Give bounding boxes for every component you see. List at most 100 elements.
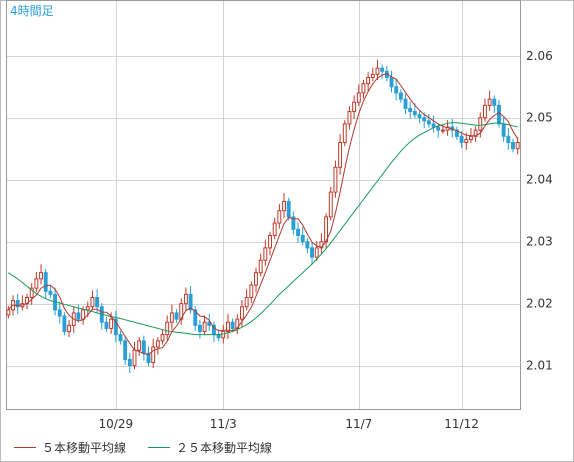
candle-down [436, 126, 441, 131]
candle-down [412, 111, 417, 116]
y-tick-label: 2.04 [526, 173, 553, 187]
candle-up [282, 200, 286, 212]
candle-down [291, 216, 296, 230]
candle-up [155, 340, 160, 348]
candles [6, 59, 520, 374]
candle-down [193, 309, 198, 326]
candle-down [310, 247, 315, 258]
candle-up [515, 142, 520, 150]
candle-up [375, 67, 380, 75]
candle-up [39, 272, 43, 280]
candle-down [15, 300, 20, 308]
candle-up [34, 278, 39, 289]
candle-down [104, 321, 109, 329]
candle-up [85, 306, 90, 311]
candle-down [216, 334, 221, 339]
candle-down [113, 318, 118, 336]
candle-down [300, 234, 305, 243]
candle-up [249, 284, 254, 298]
candle-down [459, 135, 464, 144]
moving-averages [7, 73, 519, 356]
candle-down [230, 321, 235, 329]
candle-up [272, 222, 277, 236]
candle-up [347, 111, 352, 125]
candle-up [464, 138, 469, 144]
candle-up [235, 318, 240, 329]
candle-down [403, 98, 408, 109]
candle-up [254, 272, 258, 286]
y-tick-label: 2.01 [526, 359, 553, 373]
candle-up [244, 296, 249, 308]
candle-up [90, 296, 95, 308]
candle-down [417, 114, 422, 119]
ma5-line [7, 73, 519, 356]
candle-up [109, 318, 114, 329]
candle-up [328, 191, 333, 218]
candle-up [132, 349, 137, 367]
candle-up [370, 73, 375, 78]
candle-up [263, 247, 268, 261]
candle-up [29, 287, 34, 298]
candle-down [43, 272, 48, 292]
candle-up [338, 142, 343, 168]
candle-down [62, 315, 67, 333]
x-tick-label: 11/12 [444, 417, 479, 431]
x-tick-label: 10/29 [99, 417, 134, 431]
x-tick-label: 11/7 [345, 417, 372, 431]
candle-up [151, 346, 156, 364]
candle-up [6, 309, 11, 316]
candle-down [305, 241, 310, 249]
candle-down [48, 290, 53, 295]
candle-down [207, 321, 212, 326]
candle-down [197, 324, 202, 333]
candle-up [67, 324, 72, 333]
candle-up [240, 306, 244, 320]
candle-up [277, 210, 282, 224]
candle-up [473, 129, 478, 137]
candle-up [483, 104, 487, 119]
plot-area [6, 0, 521, 410]
y-tick-label: 2.06 [526, 49, 553, 63]
candle-down [422, 117, 427, 122]
candle-down [431, 123, 436, 128]
x-tick-label: 11/3 [210, 417, 237, 431]
x-axis-ticks: 10/29 11/3 11/7 11/12 [99, 417, 479, 431]
candle-up [342, 123, 347, 144]
candle-down [506, 135, 511, 144]
candle-down [127, 358, 132, 367]
candle-down [123, 340, 128, 360]
candle-down [174, 312, 179, 320]
y-tick-label: 2.03 [526, 235, 553, 249]
candle-down [380, 67, 385, 72]
y-tick-label: 2.02 [526, 297, 553, 311]
candle-down [57, 309, 62, 317]
candle-down [188, 293, 193, 311]
candle-up [160, 334, 165, 342]
candle-down [398, 92, 403, 100]
candle-down [118, 334, 123, 342]
candle-down [76, 312, 81, 320]
candle-up [202, 321, 207, 333]
candle-down [296, 228, 300, 236]
candle-down [511, 142, 515, 150]
candle-up [169, 312, 174, 323]
candle-down [394, 86, 399, 94]
candle-down [497, 104, 501, 125]
candle-down [426, 120, 431, 125]
candle-up [478, 117, 483, 131]
candle-down [408, 107, 413, 113]
candle-down [501, 123, 506, 137]
candle-up [226, 321, 230, 333]
candle-down [141, 340, 146, 354]
candle-down [286, 200, 291, 218]
chart-title: 4時間足 [10, 4, 54, 18]
candle-up [352, 101, 357, 113]
candle-up [165, 321, 170, 336]
candle-up [487, 98, 492, 106]
candle-up [366, 76, 371, 85]
candle-down [492, 98, 497, 106]
candle-up [258, 259, 263, 274]
candle-down [95, 296, 100, 308]
